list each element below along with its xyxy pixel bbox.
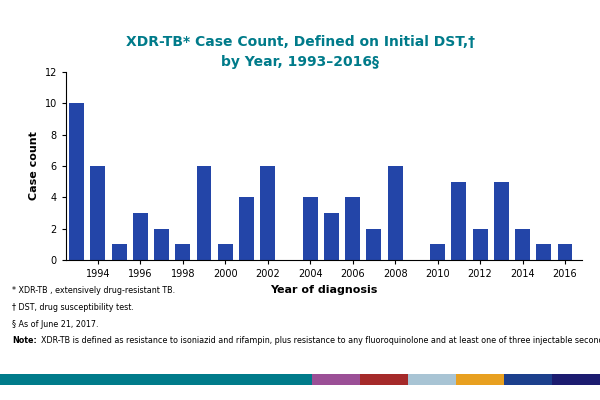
Bar bbox=[324, 213, 339, 260]
Bar bbox=[367, 229, 382, 260]
Bar bbox=[112, 244, 127, 260]
Bar bbox=[312, 374, 360, 385]
Bar bbox=[430, 244, 445, 260]
Text: † DST, drug susceptibility test.: † DST, drug susceptibility test. bbox=[12, 303, 134, 312]
Bar bbox=[175, 244, 190, 260]
Bar bbox=[91, 166, 105, 260]
X-axis label: Year of diagnosis: Year of diagnosis bbox=[271, 284, 377, 294]
Bar bbox=[456, 374, 504, 385]
Text: by Year, 1993–2016§: by Year, 1993–2016§ bbox=[221, 55, 379, 69]
Bar bbox=[552, 374, 600, 385]
Text: Note:: Note: bbox=[12, 336, 37, 346]
Bar bbox=[218, 244, 233, 260]
Bar bbox=[69, 103, 84, 260]
Bar bbox=[154, 229, 169, 260]
Bar bbox=[451, 182, 466, 260]
Bar bbox=[557, 244, 572, 260]
Bar bbox=[473, 229, 488, 260]
Bar bbox=[345, 197, 360, 260]
Text: XDR-TB is defined as resistance to isoniazid and rifampin, plus resistance to an: XDR-TB is defined as resistance to isoni… bbox=[41, 336, 600, 346]
Bar bbox=[303, 197, 317, 260]
Bar bbox=[494, 182, 509, 260]
Bar bbox=[239, 197, 254, 260]
Bar bbox=[0, 374, 312, 385]
Bar bbox=[360, 374, 408, 385]
Bar bbox=[197, 166, 211, 260]
Text: § As of June 21, 2017.: § As of June 21, 2017. bbox=[12, 320, 98, 329]
Bar bbox=[408, 374, 456, 385]
Y-axis label: Case count: Case count bbox=[29, 132, 39, 200]
Bar bbox=[260, 166, 275, 260]
Text: * XDR-TB , extensively drug-resistant TB.: * XDR-TB , extensively drug-resistant TB… bbox=[12, 286, 175, 295]
Bar bbox=[504, 374, 552, 385]
Bar bbox=[133, 213, 148, 260]
Bar bbox=[515, 229, 530, 260]
Text: XDR-TB* Case Count, Defined on Initial DST,†: XDR-TB* Case Count, Defined on Initial D… bbox=[125, 35, 475, 49]
Bar bbox=[388, 166, 403, 260]
Bar bbox=[536, 244, 551, 260]
